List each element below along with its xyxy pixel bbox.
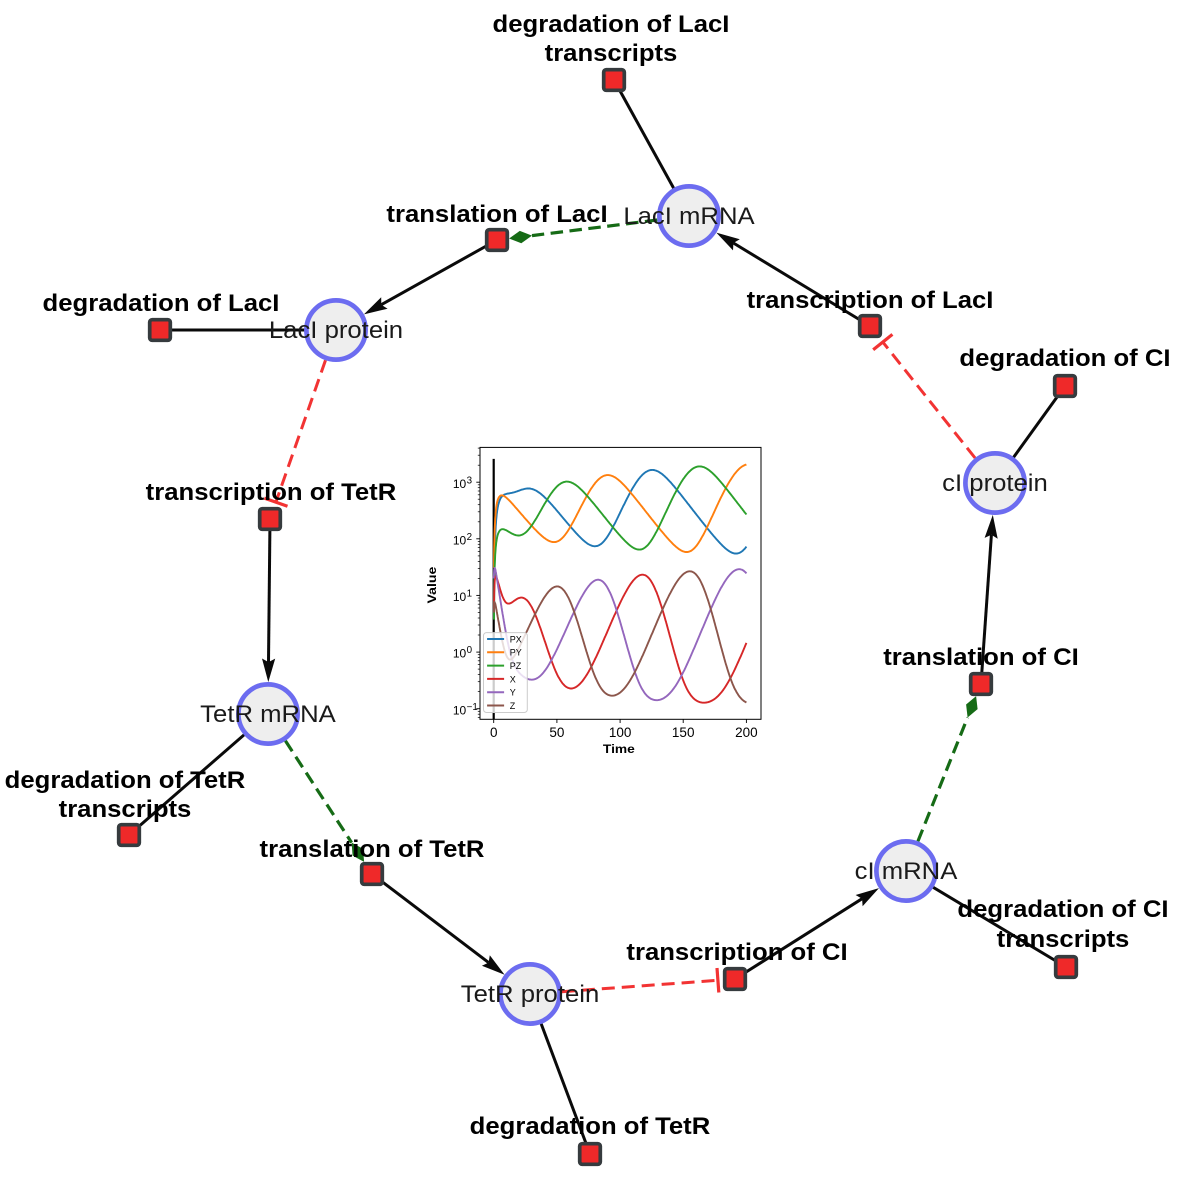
svg-text:transcripts: transcripts	[59, 796, 192, 823]
svg-text:10: 10	[453, 647, 467, 661]
svg-text:degradation of CI: degradation of CI	[957, 896, 1168, 923]
svg-text:−1: −1	[467, 702, 478, 713]
svg-text:Y: Y	[510, 688, 516, 698]
svg-text:X: X	[510, 674, 516, 684]
svg-text:degradation of TetR: degradation of TetR	[470, 1113, 711, 1140]
svg-text:10: 10	[453, 590, 467, 604]
svg-text:10: 10	[453, 533, 467, 547]
svg-text:transcripts: transcripts	[997, 926, 1130, 953]
svg-text:200: 200	[735, 725, 758, 740]
svg-text:transcription of TetR: transcription of TetR	[146, 479, 397, 506]
svg-text:degradation of LacI: degradation of LacI	[493, 11, 730, 38]
svg-text:100: 100	[609, 725, 632, 740]
svg-text:cI mRNA: cI mRNA	[855, 858, 958, 885]
svg-text:50: 50	[549, 725, 564, 740]
svg-text:1: 1	[467, 589, 472, 600]
svg-text:transcription of CI: transcription of CI	[626, 939, 847, 966]
svg-text:transcription of LacI: transcription of LacI	[747, 287, 994, 314]
svg-text:2: 2	[467, 532, 472, 543]
svg-text:10: 10	[453, 477, 467, 491]
svg-text:translation of TetR: translation of TetR	[260, 836, 485, 863]
svg-text:0: 0	[467, 645, 473, 656]
svg-text:PZ: PZ	[510, 661, 522, 671]
svg-text:Z: Z	[510, 701, 516, 711]
svg-text:10: 10	[453, 703, 467, 717]
svg-text:0: 0	[490, 725, 498, 740]
svg-text:LacI protein: LacI protein	[269, 317, 403, 344]
svg-text:150: 150	[672, 725, 695, 740]
svg-text:degradation of CI: degradation of CI	[959, 345, 1170, 372]
svg-text:translation of LacI: translation of LacI	[386, 201, 607, 228]
svg-text:PX: PX	[510, 634, 522, 644]
svg-text:TetR protein: TetR protein	[461, 981, 600, 1008]
svg-text:degradation of LacI: degradation of LacI	[43, 290, 280, 317]
svg-text:cI protein: cI protein	[942, 470, 1048, 497]
svg-text:PY: PY	[510, 648, 522, 658]
svg-text:translation of CI: translation of CI	[883, 644, 1079, 671]
svg-text:3: 3	[467, 475, 473, 486]
svg-text:TetR mRNA: TetR mRNA	[200, 701, 336, 728]
svg-text:Value: Value	[425, 566, 439, 603]
svg-text:Time: Time	[603, 742, 635, 756]
svg-text:transcripts: transcripts	[545, 40, 678, 67]
svg-text:LacI mRNA: LacI mRNA	[623, 203, 754, 230]
svg-text:degradation of TetR: degradation of TetR	[5, 767, 246, 794]
